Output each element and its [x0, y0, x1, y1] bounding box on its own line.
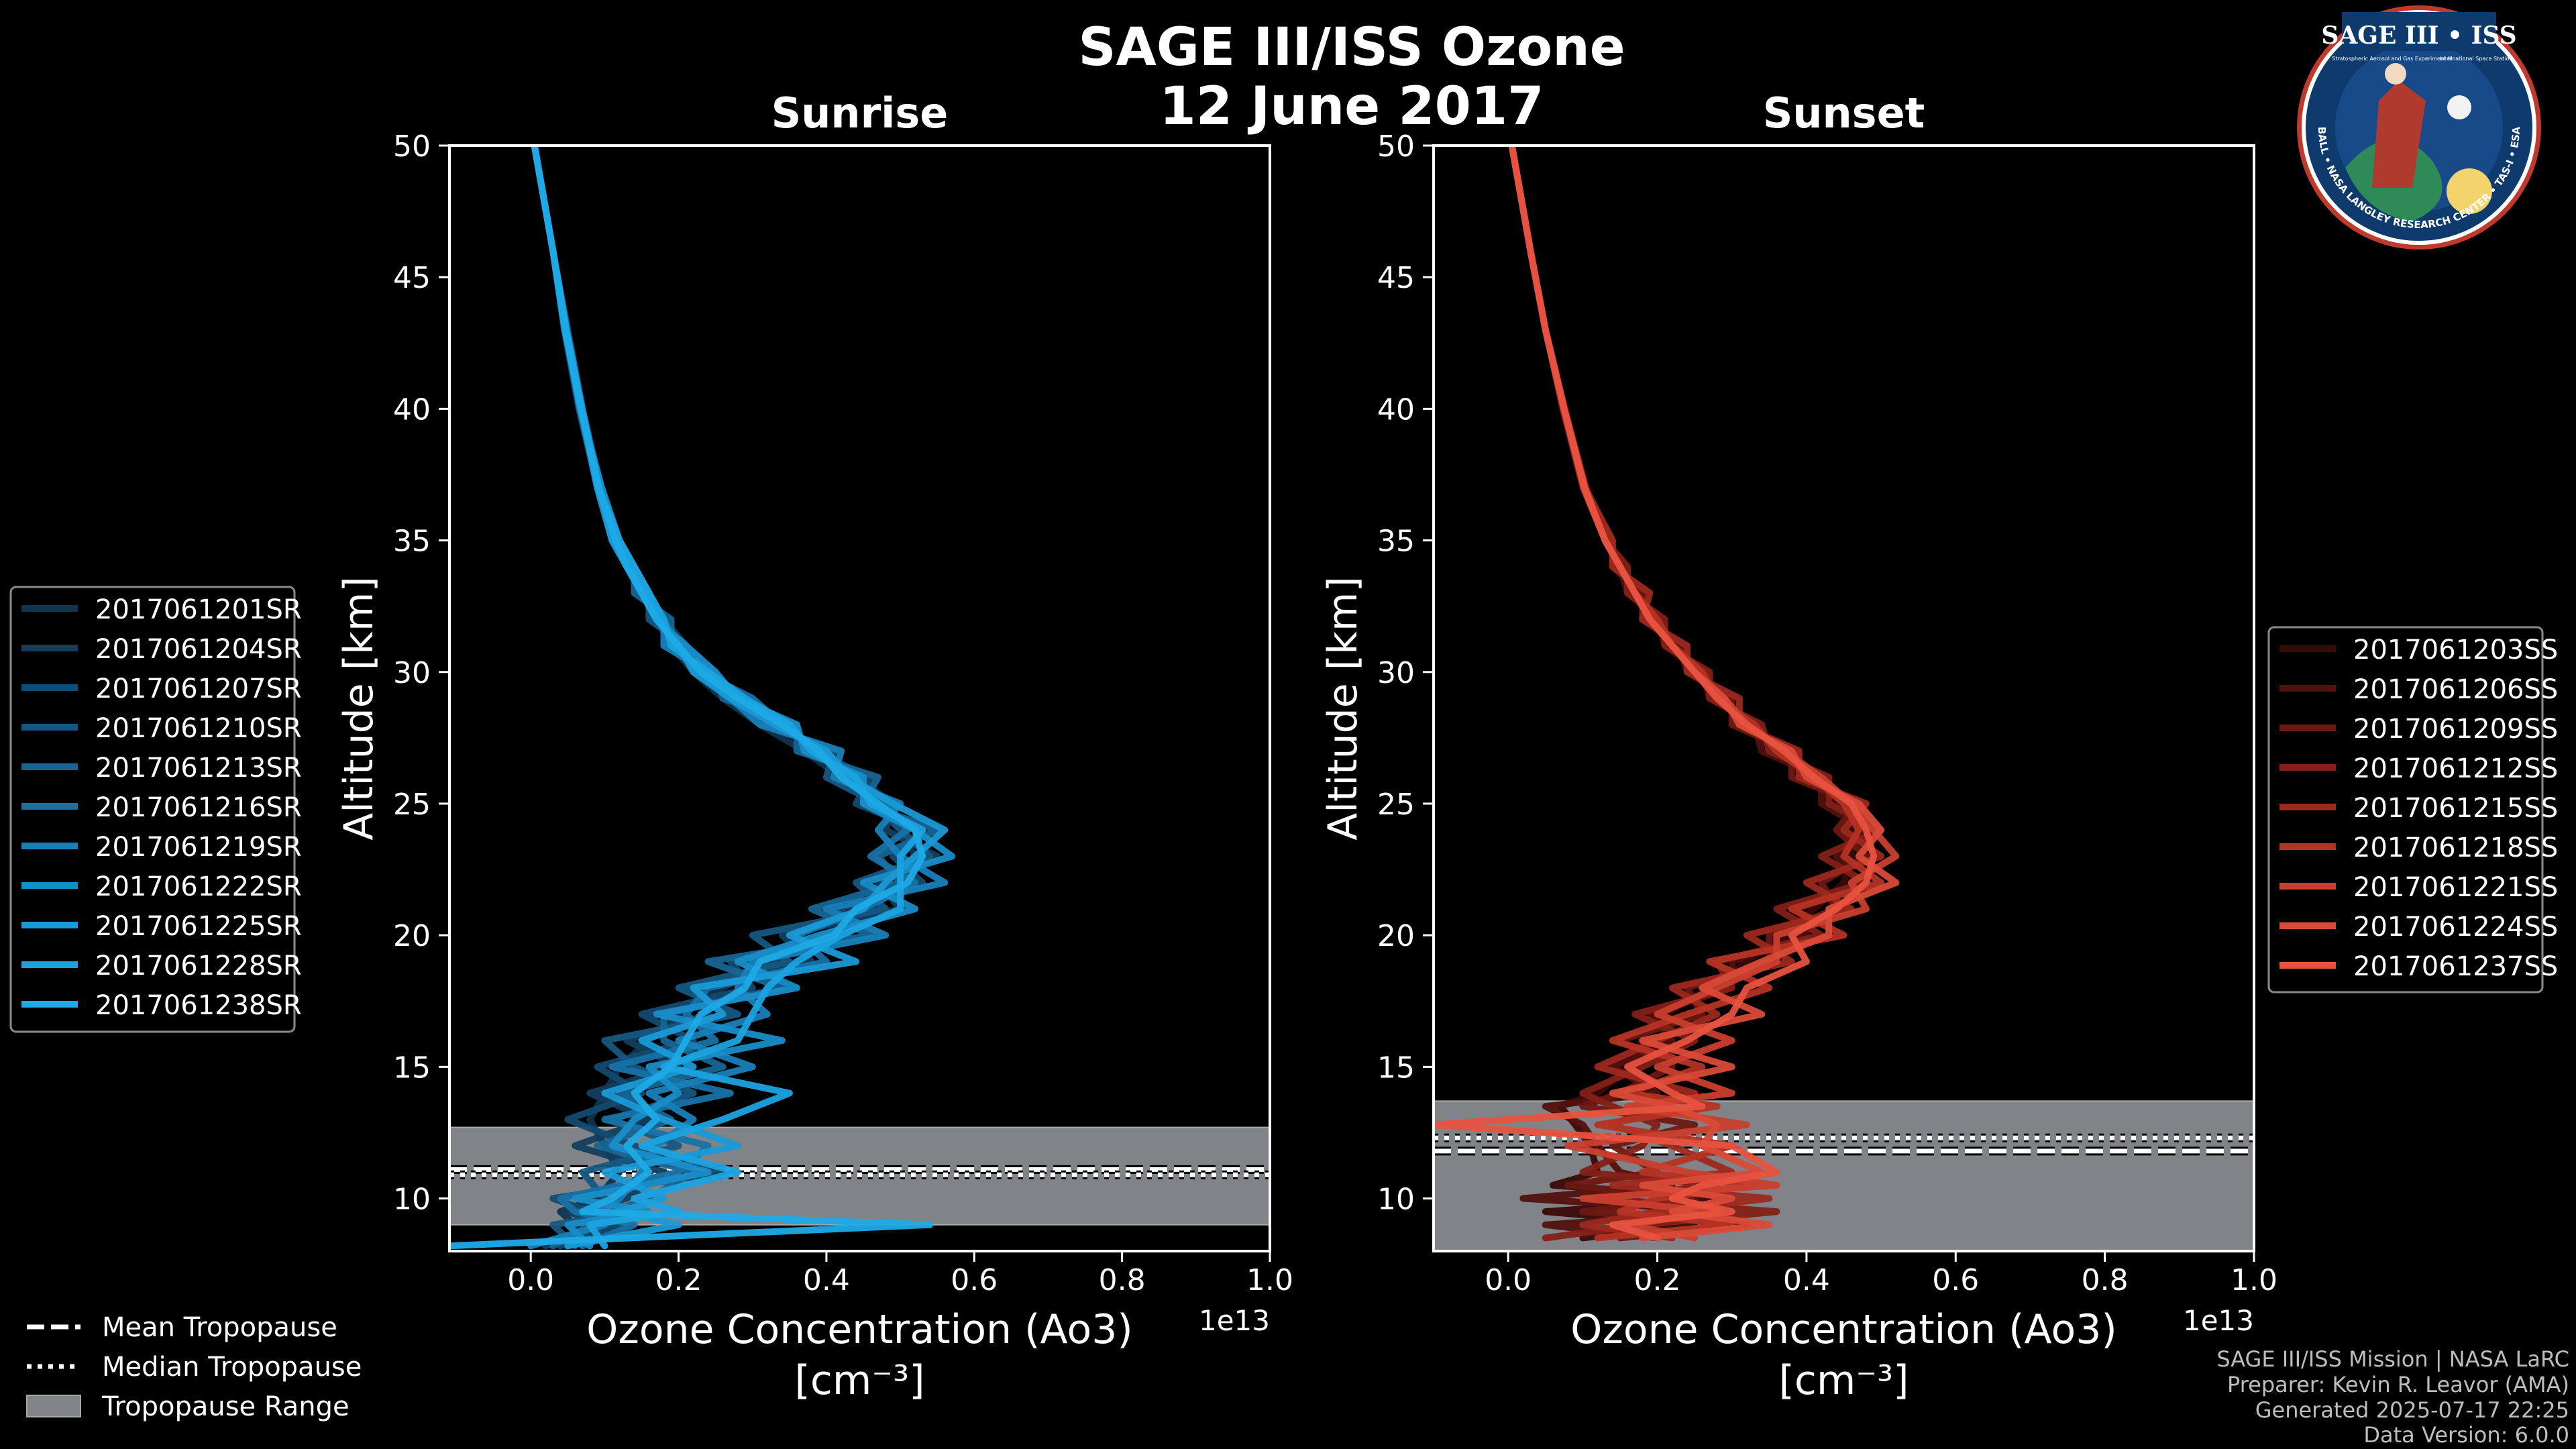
sunrise-legend-frame: [9, 586, 296, 1033]
sunset-ytick-label: 10: [1377, 1183, 1415, 1217]
sunset-ytick-label: 35: [1377, 525, 1415, 559]
sunrise-ytick-label: 30: [393, 656, 431, 690]
sunset-profiles: [1434, 146, 1900, 1242]
sunrise-legend: 2017061201SR 2017061204SR 2017061207SR 2017…: [9, 586, 302, 1033]
sunrise-xtick-label: 0.4: [803, 1263, 850, 1297]
sunset-legend: 2017061203SS 2017061206SS 2017061209SS 2017…: [2267, 626, 2558, 994]
sunset-series-2017061215SS: [1508, 146, 1885, 1242]
sunrise-legend-label: 2017061207SR: [95, 674, 302, 704]
footer-line-1: SAGE III/ISS Mission | NASA LaRC: [2216, 1346, 2569, 1372]
sunset-series-2017061237SS: [1434, 146, 1877, 1242]
sunset-legend-label: 2017061237SS: [2353, 951, 2558, 982]
sunrise-panel: 0.0 0.2 0.4 0.6 0.8 1.0 10 15 20 25 30 35 40 45 50 1e13…: [335, 89, 1293, 1404]
sunrise-legend-label: 2017061222SR: [95, 871, 302, 902]
sunset-xtick-label: 0.4: [1783, 1263, 1830, 1297]
sunrise-ytick-label: 10: [393, 1183, 431, 1217]
sunrise-xlabel: Ozone Concentration (Ao3): [586, 1306, 1133, 1353]
sunset-ylabel: Altitude [km]: [1320, 576, 1366, 841]
sunset-xtick-label: 0.8: [2082, 1263, 2129, 1297]
sunset-legend-label: 2017061215SS: [2353, 793, 2558, 824]
sunset-legend-frame: [2267, 626, 2544, 994]
sunrise-legend-label: 2017061219SR: [95, 832, 302, 863]
figure-title-line1: SAGE III/ISS Ozone: [1078, 17, 1625, 78]
sunrise-x-offset-label: 1e13: [1199, 1304, 1270, 1337]
sunset-plot-frame: [1432, 144, 2255, 1252]
median-tropopause-label: Median Tropopause: [102, 1352, 362, 1383]
sunset-xlabel: Ozone Concentration (Ao3): [1570, 1306, 2117, 1353]
sunrise-legend-label: 2017061238SR: [95, 990, 302, 1021]
footer-line-4: Data Version: 6.0.0: [2363, 1422, 2569, 1448]
sunrise-xtick-label: 0.0: [507, 1263, 554, 1297]
sunset-ytick-label: 45: [1377, 261, 1415, 295]
footer-line-3: Generated 2025-07-17 22:25: [2255, 1397, 2569, 1423]
sunrise-legend-label: 2017061201SR: [95, 594, 302, 625]
sunset-xtick-label: 0.2: [1634, 1263, 1681, 1297]
sunrise-ylabel: Altitude [km]: [335, 576, 382, 841]
sunrise-legend-label: 2017061225SR: [95, 911, 302, 942]
sunrise-ytick-label: 50: [393, 129, 431, 164]
figure-title-line2: 12 June 2017: [1160, 76, 1544, 137]
sunrise-title: Sunrise: [771, 89, 949, 138]
sunset-legend-label: 2017061224SS: [2353, 912, 2558, 943]
sunrise-xtick-label: 0.8: [1099, 1263, 1146, 1297]
sunrise-legend-label: 2017061213SR: [95, 753, 302, 784]
sunrise-legend-label: 2017061204SR: [95, 634, 302, 665]
logo-subtitle: Stratospheric Aerosol and Gas Experiment…: [2332, 56, 2452, 62]
sunrise-ytick-label: 45: [393, 261, 431, 295]
sunset-legend-label: 2017061209SS: [2353, 714, 2558, 745]
sunrise-legend-label: 2017061216SR: [95, 792, 302, 823]
sunset-xtick-label: 1.0: [2231, 1263, 2277, 1297]
sunrise-series-2017061228SR: [531, 146, 926, 1250]
sunrise-series-2017061238SR: [449, 146, 934, 1250]
sunrise-legend-label: 2017061210SR: [95, 713, 302, 744]
footer-credits: SAGE III/ISS Mission | NASA LaRC Prepare…: [2216, 1346, 2569, 1448]
tropopause-range-swatch: [26, 1395, 81, 1417]
sunset-legend-label: 2017061221SS: [2353, 872, 2558, 903]
sunrise-xtick-label: 0.6: [951, 1263, 998, 1297]
sunset-ytick-label: 30: [1377, 656, 1415, 690]
sunset-x-offset-label: 1e13: [2183, 1304, 2254, 1337]
logo-right-text: International Space Station: [2440, 56, 2513, 62]
sunrise-xtick-label: 1.0: [1246, 1263, 1293, 1297]
sunrise-plot-frame: [448, 144, 1271, 1252]
sunset-legend-label: 2017061206SS: [2353, 674, 2558, 705]
sunrise-ytick-label: 35: [393, 525, 431, 559]
sunrise-ytick-label: 20: [393, 919, 431, 953]
sunset-legend-label: 2017061203SS: [2353, 635, 2558, 665]
tropopause-range-label: Tropopause Range: [101, 1391, 350, 1422]
sunrise-profiles: [449, 146, 956, 1250]
sunset-xtick-label: 0.0: [1485, 1263, 1532, 1297]
sunset-xtick-label: 0.6: [1932, 1263, 1979, 1297]
sunrise-ytick-label: 25: [393, 788, 431, 822]
sunrise-xtick-label: 0.2: [655, 1263, 702, 1297]
sunset-panel: 0.0 0.2 0.4 0.6 0.8 1.0 10 15 20 25 30 35 40 45 50 1e13…: [1320, 89, 2277, 1404]
sunset-ytick-label: 15: [1377, 1051, 1415, 1085]
sunset-ytick-label: 20: [1377, 919, 1415, 953]
logo-title: SAGE III • ISS: [2321, 21, 2516, 50]
sunrise-legend-label: 2017061228SR: [95, 951, 302, 981]
sunset-ytick-label: 25: [1377, 788, 1415, 822]
sunset-legend-label: 2017061212SS: [2353, 753, 2558, 784]
footer-line-2: Preparer: Kevin R. Leavor (AMA): [2227, 1372, 2569, 1397]
sunset-title: Sunset: [1763, 89, 1925, 138]
mean-tropopause-label: Mean Tropopause: [102, 1312, 337, 1343]
sage-iii-iss-logo: SAGE III • ISS Stratospheric Aerosol and…: [2297, 5, 2541, 250]
sunset-ytick-label: 50: [1377, 129, 1415, 164]
sunset-ytick-label: 40: [1377, 392, 1415, 427]
sunrise-xlabel-units: [cm⁻³]: [795, 1357, 925, 1404]
sunrise-ytick-label: 40: [393, 392, 431, 427]
sunset-legend-label: 2017061218SS: [2353, 833, 2558, 863]
sunrise-ytick-label: 15: [393, 1051, 431, 1085]
sunset-xlabel-units: [cm⁻³]: [1779, 1357, 1909, 1404]
tropopause-legend: Mean Tropopause Median Tropopause Tropop…: [26, 1312, 362, 1422]
